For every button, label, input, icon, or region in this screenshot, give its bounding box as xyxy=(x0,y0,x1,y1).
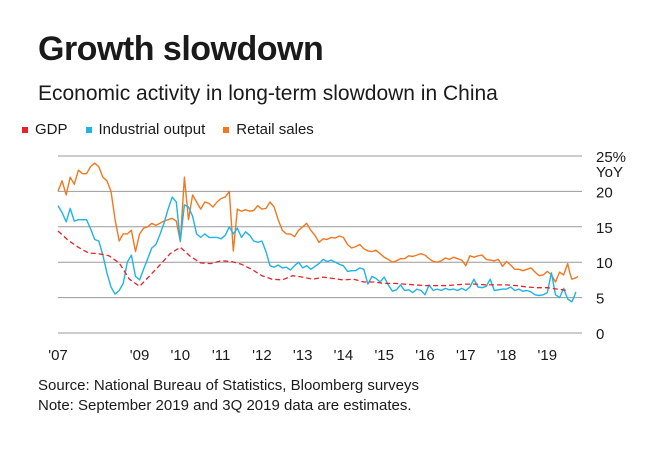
x-tick-label: '12 xyxy=(252,347,272,364)
legend-label: Retail sales xyxy=(236,121,314,138)
gdp-legend-swatch xyxy=(22,126,28,133)
x-tick-label: '18 xyxy=(497,347,517,364)
x-tick-label: '10 xyxy=(171,347,191,364)
chart-title: Growth slowdown xyxy=(38,30,324,68)
legend-item-industrial-output: Industrial output xyxy=(85,121,206,138)
x-tick-label: '13 xyxy=(293,347,313,364)
y-tick-label: 5 xyxy=(596,291,604,308)
x-tick-label: '11 xyxy=(212,347,230,364)
x-tick-label: '14 xyxy=(334,347,354,364)
x-tick-label: '15 xyxy=(374,347,394,364)
x-tick-label: '17 xyxy=(456,347,476,364)
y-tick-label: 10 xyxy=(596,255,613,272)
legend-item-gdp: GDP xyxy=(22,121,68,138)
gdp-line xyxy=(57,230,568,292)
legend-label: GDP xyxy=(35,121,68,138)
chart-subtitle: Economic activity in long-term slowdown … xyxy=(38,82,498,105)
footer: Source: National Bureau of Statistics, B… xyxy=(38,376,419,416)
y-tick-label: 0 xyxy=(596,326,604,343)
y-unit-label: YoY xyxy=(596,164,623,181)
legend: GDP Industrial output Retail sales xyxy=(22,121,314,138)
x-tick-label: '19 xyxy=(538,347,558,364)
estimate-note: Note: September 2019 and 3Q 2019 data ar… xyxy=(38,397,412,414)
industrial-output-line xyxy=(57,196,577,303)
line-chart: 0 5 10 15 20 25%YoY '07 '09 '10 '11 '12 '13 '14 '15 '1… xyxy=(48,149,626,364)
retail-sales-legend-swatch xyxy=(223,126,230,133)
y-tick-label: 20 xyxy=(596,184,613,201)
y-tick-label: 15 xyxy=(596,220,613,237)
retail-sales-line xyxy=(57,162,579,283)
x-tick-label: '16 xyxy=(415,347,435,364)
industrial-output-legend-swatch xyxy=(85,126,92,133)
x-tick-label: '07 xyxy=(48,347,68,364)
legend-item-retail-sales: Retail sales xyxy=(223,121,314,138)
y-tick-label: 25% xyxy=(596,149,626,166)
legend-label: Industrial output xyxy=(98,121,206,138)
x-tick-label: '09 xyxy=(130,347,150,364)
source-note: Source: National Bureau of Statistics, B… xyxy=(38,377,420,394)
